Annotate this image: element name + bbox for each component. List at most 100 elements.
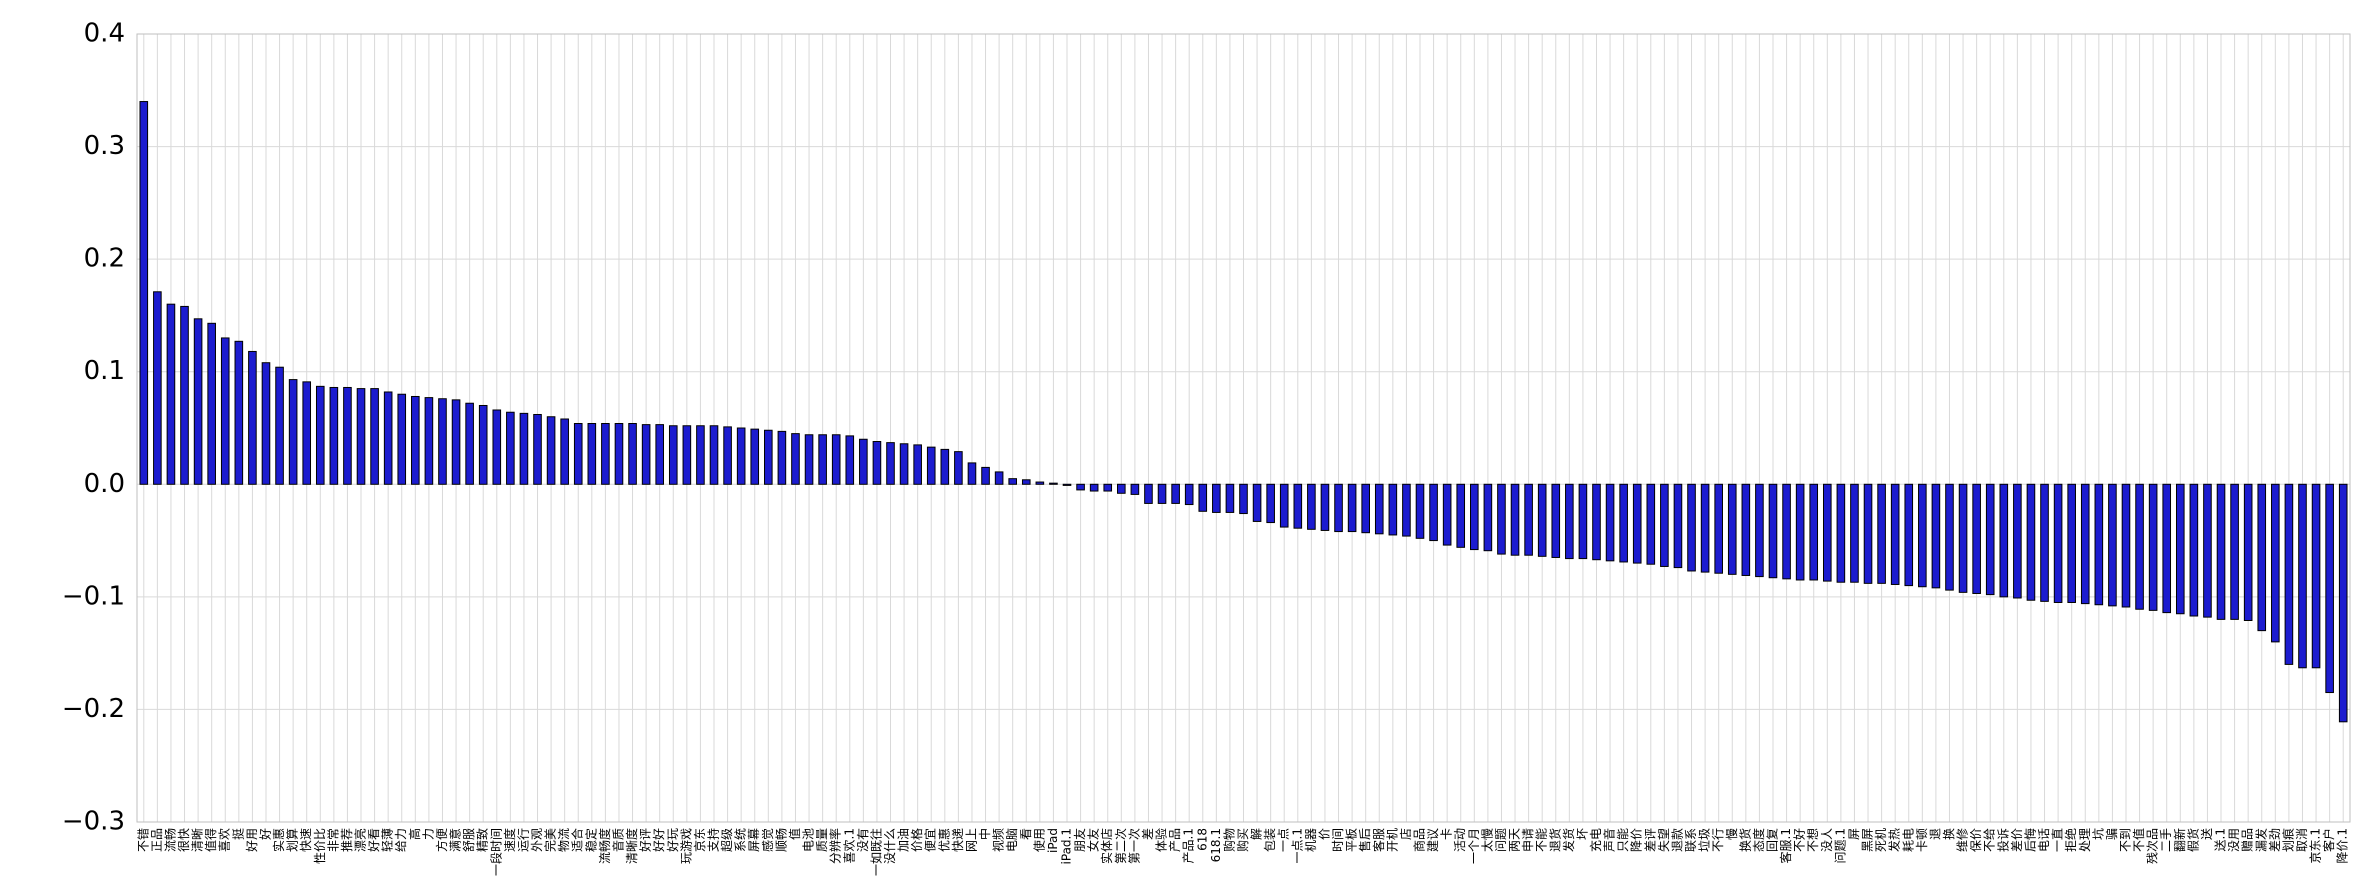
x-tick-label: 值得 <box>203 828 218 852</box>
bar <box>994 471 1004 485</box>
x-tick-label: 中 <box>977 828 992 840</box>
bar <box>1429 483 1438 542</box>
x-tick-label: 一直 <box>2051 828 2065 852</box>
x-tick-label: 朋友 <box>1073 828 1087 852</box>
bar <box>2094 483 2104 606</box>
x-tick-label: 问题 <box>1494 828 1508 852</box>
bar <box>1687 483 1696 572</box>
x-tick-label: 没人 <box>1819 828 1834 852</box>
bar <box>981 466 990 485</box>
x-tick-label: iPad.1 <box>1060 828 1074 864</box>
bar <box>1592 483 1601 561</box>
x-tick-label: 618 <box>1195 828 1209 851</box>
bar <box>940 448 950 485</box>
x-tick-label: 质量 <box>815 828 829 852</box>
bar <box>1279 483 1289 528</box>
bar <box>2013 483 2022 599</box>
x-tick-label: 没什么 <box>882 828 897 864</box>
bar <box>886 442 895 485</box>
bar <box>1605 483 1615 562</box>
bar <box>2067 483 2076 603</box>
x-tick-label: 好看 <box>367 828 381 852</box>
bar <box>2298 483 2307 669</box>
x-tick-label: 轻薄 <box>380 828 395 852</box>
bar <box>1144 483 1153 504</box>
bar <box>954 451 963 485</box>
x-tick-label: 不行 <box>1711 828 1725 852</box>
bar <box>1551 483 1561 558</box>
x-tick-label: 不错 <box>136 828 150 852</box>
x-tick-label: 不好 <box>1793 828 1807 852</box>
bar <box>492 409 502 485</box>
bar <box>1415 483 1425 539</box>
bar <box>1008 478 1017 485</box>
x-tick-label: 屏幕 <box>747 828 761 852</box>
x-tick-label: 运行 <box>516 828 530 852</box>
x-tick-label: 超级 <box>719 828 734 852</box>
bar <box>2203 483 2212 618</box>
x-tick-label: 投诉 <box>1995 828 2010 852</box>
bar <box>1619 483 1628 563</box>
bar <box>899 443 909 485</box>
bar <box>1021 479 1031 485</box>
bar <box>614 422 624 485</box>
y-tick-label: 0.2 <box>84 244 125 274</box>
bar <box>926 446 936 485</box>
bar <box>411 395 420 485</box>
x-tick-label: 速度 <box>502 828 517 852</box>
x-tick-label: 残次品 <box>2146 828 2160 864</box>
x-tick-label: 感觉 <box>760 828 775 852</box>
x-tick-label: 一个月 <box>1467 828 1481 864</box>
x-tick-label: 降价.1 <box>2336 828 2350 863</box>
bar <box>831 434 841 485</box>
bar <box>2189 483 2199 617</box>
x-tick-label: 流畅度 <box>597 828 612 864</box>
bar <box>1768 483 1778 579</box>
x-tick-label: 退款 <box>1670 828 1684 852</box>
x-tick-label: 翻新 <box>2172 828 2187 852</box>
bar <box>180 305 189 485</box>
x-tick-label: 坏 <box>1575 828 1589 840</box>
bar <box>1700 483 1710 573</box>
x-tick-label: 一段时间 <box>488 828 503 876</box>
y-tick-label: −0.1 <box>62 581 125 611</box>
bar <box>682 425 692 485</box>
x-tick-label: 漂亮 <box>353 828 368 852</box>
x-tick-label: 送 <box>2199 828 2214 840</box>
bar <box>1198 483 1208 512</box>
x-tick-label: 不给 <box>1983 828 1997 852</box>
bar <box>1660 483 1669 567</box>
x-tick-label: 售后 <box>1357 828 1372 852</box>
bar <box>383 391 393 485</box>
x-tick-label: 满意 <box>448 828 463 852</box>
x-tick-label: 店 <box>1399 828 1413 840</box>
x-tick-label: 外观 <box>530 828 544 852</box>
bar <box>1293 483 1303 529</box>
x-tick-label: 精致 <box>476 828 490 852</box>
bar <box>546 416 556 485</box>
x-tick-label: 慢 <box>1725 828 1739 840</box>
bar <box>2284 483 2294 665</box>
bar <box>1497 483 1506 555</box>
bar <box>153 291 162 485</box>
x-tick-label: 机器 <box>1304 828 1318 852</box>
x-tick-label: 第二次 <box>1114 828 1128 864</box>
x-tick-label: 流畅 <box>163 828 177 852</box>
x-tick-label: 使用 <box>1031 828 1046 852</box>
x-tick-label: 换货 <box>1737 828 1752 852</box>
bar <box>1470 483 1479 551</box>
x-tick-label: 二手 <box>2159 828 2173 852</box>
bar <box>1985 483 1995 596</box>
bar <box>1904 483 1914 587</box>
bar <box>1374 483 1384 535</box>
bar <box>791 433 800 485</box>
bar <box>1565 483 1574 560</box>
x-tick-label: 力 <box>421 828 435 840</box>
x-tick-label: 充电 <box>1588 828 1603 852</box>
bar <box>560 418 569 485</box>
bar <box>1646 483 1656 565</box>
bar <box>1782 483 1791 580</box>
bar <box>2108 483 2117 607</box>
bar <box>764 429 773 485</box>
bar <box>1795 483 1805 581</box>
